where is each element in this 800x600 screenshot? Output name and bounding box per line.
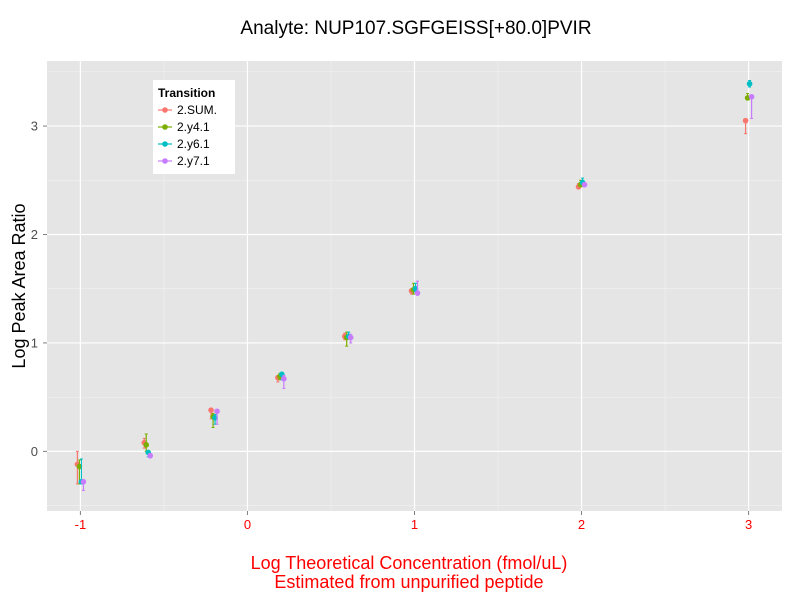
legend-key-point	[162, 158, 168, 164]
x-axis-title-line2: Estimated from unpurified peptide	[274, 572, 543, 592]
legend-label: 2.y4.1	[177, 120, 210, 134]
data-point	[281, 375, 287, 382]
x-axis-title-line1: Log Theoretical Concentration (fmol/uL)	[251, 553, 568, 573]
legend-key-point	[162, 107, 168, 113]
data-point	[76, 463, 83, 470]
data-point	[412, 285, 419, 292]
y-tick-label: 3	[31, 119, 38, 134]
data-point	[347, 334, 354, 341]
chart-title: Analyte: NUP107.SGFGEISS[+80.0]PVIR	[240, 18, 591, 39]
x-tick-label: 1	[411, 517, 418, 532]
legend-label: 2.y6.1	[177, 137, 210, 151]
legend-label: 2.y7.1	[177, 154, 210, 168]
x-tick-label: 0	[244, 517, 251, 532]
data-point	[212, 414, 218, 421]
legend-title: Transition	[158, 86, 215, 100]
data-point	[581, 181, 588, 188]
legend-key-point	[162, 141, 168, 147]
x-tick-label: 2	[578, 517, 585, 532]
y-tick-label: 0	[31, 444, 38, 459]
data-point	[742, 117, 749, 124]
x-axis-ticks: -1 0 1 2 3	[75, 511, 752, 532]
data-point	[147, 452, 154, 459]
y-tick-label: 2	[31, 227, 38, 242]
y-tick-label: 1	[31, 335, 38, 350]
data-point	[208, 407, 214, 413]
legend-label: 2.SUM.	[177, 103, 217, 117]
data-point	[746, 80, 753, 87]
legend: Transition 2.SUM. 2.y4.1 2.y6.1 2.y7.1	[153, 80, 235, 174]
y-axis-title: Log Peak Area Ratio	[9, 203, 29, 368]
x-tick-label: -1	[75, 517, 87, 532]
y-axis-ticks: 0 1 2 3	[31, 119, 47, 459]
data-point	[143, 442, 150, 448]
data-point	[748, 93, 755, 100]
x-tick-label: 3	[745, 517, 752, 532]
data-point	[80, 478, 87, 485]
legend-key-point	[162, 124, 168, 130]
data-point	[214, 408, 220, 415]
data-marks	[74, 80, 755, 491]
data-point	[414, 290, 421, 296]
